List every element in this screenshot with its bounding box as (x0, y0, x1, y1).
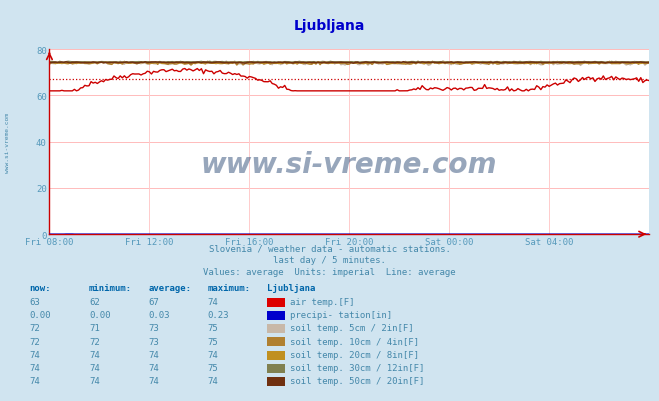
Text: now:: now: (30, 284, 51, 293)
Text: 0.03: 0.03 (148, 310, 170, 319)
Text: Slovenia / weather data - automatic stations.: Slovenia / weather data - automatic stat… (208, 244, 451, 253)
Text: soil temp. 50cm / 20in[F]: soil temp. 50cm / 20in[F] (290, 377, 424, 385)
Text: 63: 63 (30, 297, 40, 306)
Text: precipi- tation[in]: precipi- tation[in] (290, 310, 392, 319)
Text: 73: 73 (148, 324, 159, 332)
Text: 75: 75 (208, 337, 218, 346)
Text: last day / 5 minutes.: last day / 5 minutes. (273, 256, 386, 265)
Text: 74: 74 (30, 363, 40, 372)
Text: 74: 74 (89, 363, 100, 372)
Text: soil temp. 10cm / 4in[F]: soil temp. 10cm / 4in[F] (290, 337, 419, 346)
Text: minimum:: minimum: (89, 284, 132, 293)
Text: 0.00: 0.00 (30, 310, 51, 319)
Text: soil temp. 5cm / 2in[F]: soil temp. 5cm / 2in[F] (290, 324, 414, 332)
Text: 67: 67 (148, 297, 159, 306)
Text: 75: 75 (208, 363, 218, 372)
Text: Ljubljana: Ljubljana (294, 19, 365, 33)
Text: 0.00: 0.00 (89, 310, 111, 319)
Text: 74: 74 (148, 350, 159, 359)
Text: 74: 74 (89, 377, 100, 385)
Text: www.si-vreme.com: www.si-vreme.com (5, 112, 11, 172)
Text: 75: 75 (208, 324, 218, 332)
Text: air temp.[F]: air temp.[F] (290, 297, 355, 306)
Text: 74: 74 (208, 350, 218, 359)
Text: 72: 72 (30, 324, 40, 332)
Text: 0.23: 0.23 (208, 310, 229, 319)
Text: 74: 74 (208, 377, 218, 385)
Text: 74: 74 (148, 363, 159, 372)
Text: maximum:: maximum: (208, 284, 250, 293)
Text: 73: 73 (148, 337, 159, 346)
Text: 74: 74 (30, 377, 40, 385)
Text: soil temp. 20cm / 8in[F]: soil temp. 20cm / 8in[F] (290, 350, 419, 359)
Text: 74: 74 (208, 297, 218, 306)
Text: www.si-vreme.com: www.si-vreme.com (201, 150, 498, 178)
Text: 74: 74 (148, 377, 159, 385)
Text: 72: 72 (89, 337, 100, 346)
Text: Ljubljana: Ljubljana (267, 284, 315, 293)
Text: 71: 71 (89, 324, 100, 332)
Text: 74: 74 (30, 350, 40, 359)
Text: soil temp. 30cm / 12in[F]: soil temp. 30cm / 12in[F] (290, 363, 424, 372)
Text: 72: 72 (30, 337, 40, 346)
Text: 74: 74 (89, 350, 100, 359)
Text: average:: average: (148, 284, 191, 293)
Text: Values: average  Units: imperial  Line: average: Values: average Units: imperial Line: av… (203, 268, 456, 277)
Text: 62: 62 (89, 297, 100, 306)
